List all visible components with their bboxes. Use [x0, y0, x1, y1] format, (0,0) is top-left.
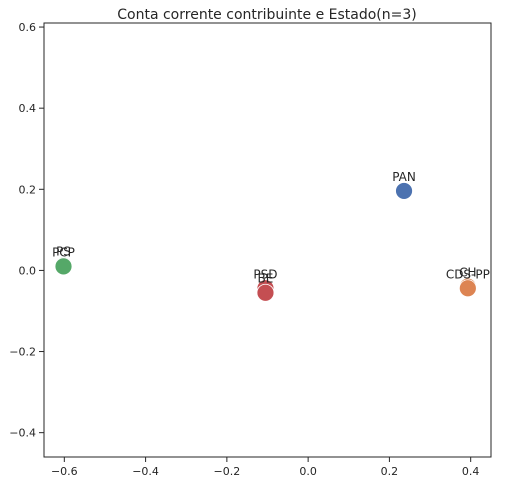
- y-tick-label: 0.2: [19, 183, 37, 196]
- data-point: [458, 279, 477, 298]
- x-tick-label: 0.4: [462, 465, 480, 478]
- point-label: PCP: [52, 245, 75, 259]
- y-tick-label: 0.0: [19, 264, 37, 277]
- plot-frame: [43, 22, 492, 458]
- y-tick-label: 0.4: [19, 102, 37, 115]
- y-tick-label: −0.4: [9, 427, 36, 440]
- point-label: BE: [258, 272, 274, 286]
- data-point: [54, 257, 73, 276]
- chart-title: Conta corrente contribuinte e Estado(n=3…: [117, 7, 417, 23]
- ticks: −0.6 −0.4 −0.2 0.0 0.2 0.4 −0.4 −0.2 0.0 0.2 0.4 0.…: [9, 21, 479, 478]
- x-tick-label: 0.0: [299, 465, 317, 478]
- y-tick-label: 0.6: [19, 21, 37, 34]
- x-tick-label: −0.2: [214, 465, 241, 478]
- point-label: PAN: [392, 170, 416, 184]
- point-label: CDS-PP: [446, 267, 490, 281]
- data-points: [54, 182, 477, 302]
- y-tick-label: −0.2: [9, 346, 36, 359]
- point-label: PSD: [253, 267, 277, 281]
- axes: [43, 22, 492, 458]
- x-tick-label: 0.2: [381, 465, 399, 478]
- x-tick-label: −0.6: [51, 465, 78, 478]
- data-point: [256, 283, 275, 302]
- point-label: CH: [459, 266, 476, 280]
- data-point: [395, 182, 413, 200]
- point-label: PS: [56, 245, 71, 259]
- x-tick-label: −0.4: [132, 465, 159, 478]
